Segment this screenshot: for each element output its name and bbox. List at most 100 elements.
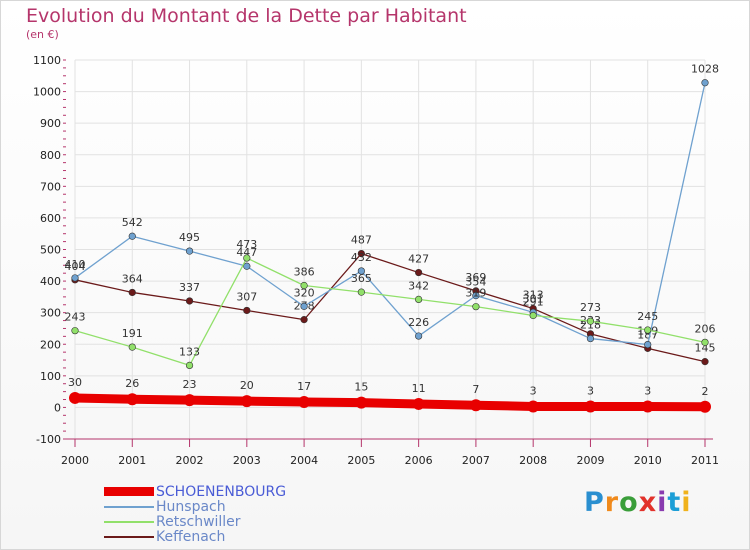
legend-label: SCHOENENBOURG (156, 483, 287, 500)
legend-item: Keffenach (104, 528, 286, 545)
legend-swatch (104, 505, 154, 508)
y-tick-label: 400 (40, 275, 61, 288)
data-label: 410 (65, 258, 86, 271)
x-tick-label: 2011 (691, 454, 719, 467)
x-tick-label: 2000 (61, 454, 89, 467)
data-label: 3 (587, 384, 594, 397)
data-point (586, 334, 595, 343)
data-point (185, 361, 194, 370)
y-tick-label: -100 (36, 433, 61, 446)
data-point (71, 327, 79, 335)
data-point (644, 326, 652, 334)
data-label: 473 (236, 238, 257, 251)
data-label: 226 (408, 316, 429, 329)
data-point (128, 232, 136, 240)
data-label: 20 (240, 379, 254, 392)
series-line-keffenach (74, 252, 706, 363)
data-point (243, 254, 251, 262)
data-point (699, 400, 711, 413)
data-point (185, 247, 194, 255)
data-label: 23 (183, 378, 197, 391)
data-label: 342 (408, 279, 429, 292)
data-point (701, 358, 709, 366)
data-label: 273 (580, 301, 601, 314)
y-tick-label: 600 (40, 212, 61, 225)
logo-letter: P (584, 487, 605, 518)
chart-subtitle: (en €) (26, 28, 59, 41)
logo-letter: i (657, 487, 668, 518)
y-tick-label: 200 (40, 338, 61, 351)
data-label: 30 (68, 376, 82, 389)
data-point (183, 394, 196, 407)
series-line-retschwiller (74, 257, 706, 367)
data-label: 365 (351, 272, 372, 285)
data-point (357, 267, 365, 275)
legend-item: Retschwiller (104, 513, 286, 530)
data-point (701, 338, 709, 346)
x-tick-label: 2008 (519, 454, 547, 467)
y-tick-label: 700 (40, 180, 61, 193)
x-tick-label: 2006 (405, 454, 433, 467)
data-point (529, 311, 537, 320)
legend-swatch (104, 487, 154, 496)
data-label: 26 (125, 377, 139, 390)
legend-item: Hunspach (104, 499, 286, 515)
data-point (128, 343, 136, 351)
data-point (584, 400, 597, 413)
data-point (126, 393, 139, 406)
logo-letter: o (619, 487, 639, 518)
data-point (641, 400, 654, 413)
data-label: 133 (179, 345, 200, 358)
data-label: 319 (465, 287, 486, 300)
data-label: 2 (702, 385, 709, 398)
data-label: 206 (695, 322, 716, 335)
data-point (472, 292, 480, 300)
data-label: 7 (472, 383, 479, 396)
data-label: 542 (122, 216, 143, 229)
legend: SCHOENENBOURG Hunspach Retschwiller Keffena… (104, 483, 287, 545)
data-point (300, 316, 308, 324)
y-tick-label: 500 (40, 244, 61, 257)
data-label: 487 (351, 234, 372, 247)
data-point (300, 302, 308, 310)
y-tick-label: 0 (54, 401, 61, 414)
data-point (71, 274, 79, 282)
data-label: 191 (122, 327, 143, 340)
data-point (644, 340, 652, 349)
y-tick-label: 1100 (33, 54, 61, 67)
y-tick-label: 300 (40, 307, 61, 320)
data-label: 495 (179, 231, 200, 244)
data-point (415, 295, 423, 304)
data-point (185, 297, 194, 305)
y-tick-label: 900 (40, 117, 61, 130)
legend-label: Retschwiller (156, 513, 241, 530)
proxiti-logo: Proxiti (584, 487, 692, 518)
data-point (128, 288, 136, 297)
data-label: 313 (523, 289, 544, 302)
data-point (243, 306, 251, 315)
data-label: 15 (354, 381, 368, 394)
x-tick-label: 2001 (118, 454, 146, 467)
data-label: 145 (695, 342, 716, 355)
legend-swatch (104, 520, 154, 523)
data-point (243, 262, 251, 270)
data-point (69, 391, 81, 404)
series-line-schoenenbourg (70, 393, 710, 412)
legend-label: Keffenach (156, 528, 226, 545)
data-point (357, 288, 365, 296)
data-point (701, 79, 709, 87)
data-label: 307 (236, 290, 257, 303)
logo-letter: r (604, 487, 620, 518)
data-label: 337 (179, 281, 200, 294)
data-label: 3 (530, 384, 537, 397)
logo-letter: i (681, 487, 692, 518)
data-point (527, 400, 540, 413)
data-point (240, 395, 253, 408)
data-label: 320 (294, 286, 315, 299)
data-label: 301 (523, 292, 544, 305)
data-label: 3 (644, 384, 651, 397)
y-tick-label: 100 (40, 370, 61, 383)
x-tick-label: 2007 (462, 454, 490, 467)
data-label: 404 (65, 260, 86, 273)
